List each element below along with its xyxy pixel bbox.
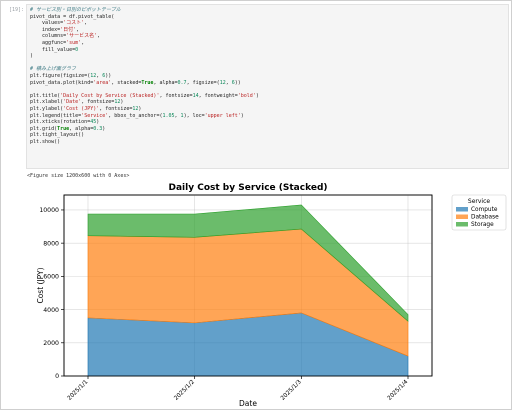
code-line: # サービス別・日別のピボットテーブル (30, 7, 121, 13)
code-line: plt.legend(title='Service', bbox_to_anch… (30, 112, 244, 119)
y-tick-label: 0 (55, 373, 59, 380)
y-axis-label: Cost (JPY) (36, 267, 45, 303)
code-line: # 積み上げ面グラフ (30, 66, 77, 73)
code-line: plt.tight_layout() (30, 132, 85, 139)
y-tick-label: 10000 (39, 207, 59, 214)
code-line: values='コスト', (30, 20, 88, 27)
code-line: columns='サービス名', (30, 33, 101, 40)
legend-swatch-storage (456, 222, 468, 227)
code-line: aggfunc='sum', (30, 39, 85, 46)
code-line: plt.figure(figsize=(12, 6)) (30, 72, 112, 79)
code-line: fill_value=0 (30, 46, 79, 53)
code-line: plt.ylabel('Cost (JPY)', fontsize=12) (30, 105, 142, 112)
code-text[interactable]: # サービス別・日別のピボットテーブル pivot_data = df.pivo… (27, 5, 508, 145)
legend-label-database: Database (471, 215, 499, 221)
x-tick-label: 2025/1/2 (173, 379, 196, 402)
chart-title: Daily Cost by Service (Stacked) (169, 183, 328, 193)
code-line: plt.title('Daily Cost by Service (Stacke… (30, 92, 259, 99)
cell-output-text: <Figure size 1200x600 with 0 Axes> (27, 173, 130, 179)
code-line: index='日付', (30, 26, 80, 33)
y-tick-label: 8000 (43, 240, 59, 247)
x-tick-label: 2025/1/4 (387, 379, 410, 402)
code-line: plt.grid(True, alpha=0.3) (30, 125, 106, 132)
code-line: ) (30, 53, 34, 60)
cell-prompt: [19]: (8, 7, 24, 13)
x-tick-label: 2025/1/1 (67, 379, 90, 402)
area-storage (87, 204, 409, 322)
code-line: plt.xlabel('Date', fontsize=12) (30, 99, 124, 106)
legend-swatch-compute (456, 207, 468, 212)
y-tick-label: 6000 (43, 274, 59, 281)
legend-title: Service (468, 198, 490, 205)
code-cell[interactable]: [19]: # サービス別・日別のピボットテーブル pivot_data = d… (4, 4, 509, 169)
legend-label-compute: Compute (471, 207, 498, 213)
legend-swatch-database (456, 214, 468, 219)
code-editor[interactable]: # サービス別・日別のピボットテーブル pivot_data = df.pivo… (26, 4, 509, 169)
y-tick-label: 2000 (43, 340, 59, 347)
y-tick-label: 4000 (43, 307, 59, 314)
code-line: pivot_data = df.pivot_table( (30, 13, 115, 20)
code-line: plt.show() (30, 138, 61, 145)
legend-label-storage: Storage (471, 222, 494, 228)
code-line: pivot_data.plot(kind='area', stacked=Tru… (30, 79, 241, 86)
x-tick-label: 2025/1/3 (280, 379, 303, 402)
legend-box (451, 194, 507, 231)
x-axis-label: Date (239, 399, 257, 408)
axes-frame (63, 194, 433, 377)
code-line: plt.xticks(rotation=45) (30, 119, 100, 126)
